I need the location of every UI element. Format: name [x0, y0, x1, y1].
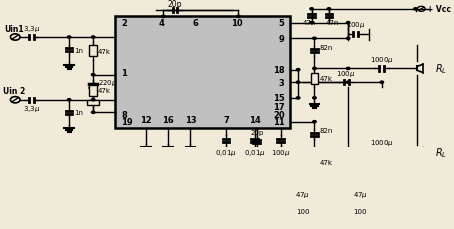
Circle shape — [346, 82, 350, 84]
Text: 15: 15 — [273, 94, 285, 103]
Bar — [115, 17, 291, 128]
Text: 47k: 47k — [98, 49, 111, 55]
Text: 16: 16 — [163, 115, 174, 124]
Text: Uin1: Uin1 — [5, 25, 24, 33]
Circle shape — [310, 9, 313, 11]
Text: + Vcc: + Vcc — [427, 5, 451, 14]
Circle shape — [91, 99, 95, 101]
Text: 100: 100 — [353, 208, 366, 214]
Bar — [311, 74, 318, 85]
Text: 100$\mu$: 100$\mu$ — [346, 20, 365, 30]
Text: 100: 100 — [296, 208, 310, 214]
Circle shape — [327, 9, 331, 11]
Text: 47$\mu$: 47$\mu$ — [295, 190, 310, 199]
Text: 1n: 1n — [74, 110, 83, 116]
Text: 20p: 20p — [250, 130, 263, 136]
Text: 47$\mu$: 47$\mu$ — [353, 190, 368, 199]
Text: 5: 5 — [279, 19, 285, 28]
Circle shape — [313, 68, 316, 70]
Circle shape — [346, 151, 350, 153]
Text: 14: 14 — [249, 115, 261, 124]
Text: 3: 3 — [279, 78, 285, 87]
Text: 82n: 82n — [319, 128, 333, 134]
Text: 20: 20 — [273, 110, 285, 119]
Text: 9: 9 — [279, 35, 285, 44]
Text: 3,3$\mu$: 3,3$\mu$ — [23, 24, 40, 33]
Text: 220$\mu$: 220$\mu$ — [98, 77, 118, 87]
Text: $R_L$: $R_L$ — [435, 145, 447, 159]
Text: 47k: 47k — [319, 159, 332, 165]
Text: 0,01$\mu$: 0,01$\mu$ — [215, 147, 237, 157]
Text: 19: 19 — [121, 118, 133, 127]
Text: 47k: 47k — [98, 88, 111, 94]
Text: 8: 8 — [121, 110, 127, 119]
Circle shape — [91, 74, 95, 76]
Bar — [311, 207, 318, 215]
Circle shape — [346, 183, 350, 186]
Text: 18: 18 — [273, 66, 285, 75]
Circle shape — [313, 97, 316, 100]
Text: 47n: 47n — [326, 20, 340, 26]
Circle shape — [91, 112, 95, 114]
Bar — [345, 207, 351, 215]
Circle shape — [313, 121, 316, 123]
Bar — [87, 100, 99, 105]
Text: $R_L$: $R_L$ — [435, 62, 447, 76]
Text: 7: 7 — [223, 115, 229, 124]
Text: 11: 11 — [273, 118, 285, 127]
Text: 20p: 20p — [168, 0, 182, 8]
Circle shape — [346, 68, 350, 70]
Text: 47n: 47n — [303, 20, 316, 26]
Text: 1n: 1n — [74, 47, 83, 53]
Bar — [89, 46, 97, 57]
Text: 47k: 47k — [319, 76, 332, 82]
Text: 1000$\mu$: 1000$\mu$ — [370, 138, 394, 148]
Circle shape — [296, 69, 300, 71]
Text: 17: 17 — [273, 102, 285, 111]
Text: 12: 12 — [140, 115, 152, 124]
Text: 4: 4 — [158, 19, 164, 28]
Circle shape — [313, 183, 316, 186]
Circle shape — [310, 22, 313, 25]
Circle shape — [237, 16, 240, 18]
Circle shape — [162, 16, 165, 18]
Text: 1: 1 — [121, 69, 127, 78]
Text: 0,01$\mu$: 0,01$\mu$ — [244, 147, 266, 157]
Text: 10: 10 — [231, 19, 242, 28]
Circle shape — [346, 38, 350, 40]
Text: 100$\mu$: 100$\mu$ — [336, 68, 356, 79]
Circle shape — [296, 97, 300, 100]
Text: 6: 6 — [192, 19, 198, 28]
Text: 3,3$\mu$: 3,3$\mu$ — [23, 104, 40, 113]
Text: 82n: 82n — [319, 45, 333, 51]
Bar — [311, 156, 318, 168]
Bar — [89, 85, 97, 97]
Circle shape — [67, 37, 71, 39]
Circle shape — [67, 99, 71, 101]
Text: 1000$\mu$: 1000$\mu$ — [370, 55, 394, 65]
Circle shape — [313, 151, 316, 153]
Circle shape — [380, 82, 384, 84]
Circle shape — [91, 37, 95, 39]
Text: 100$\mu$: 100$\mu$ — [271, 147, 291, 157]
Text: Uin 2: Uin 2 — [3, 87, 25, 96]
Circle shape — [346, 22, 350, 25]
Text: 2: 2 — [121, 19, 127, 28]
Text: 13: 13 — [184, 115, 196, 124]
Circle shape — [414, 9, 417, 11]
Circle shape — [296, 82, 300, 84]
Circle shape — [313, 38, 316, 40]
